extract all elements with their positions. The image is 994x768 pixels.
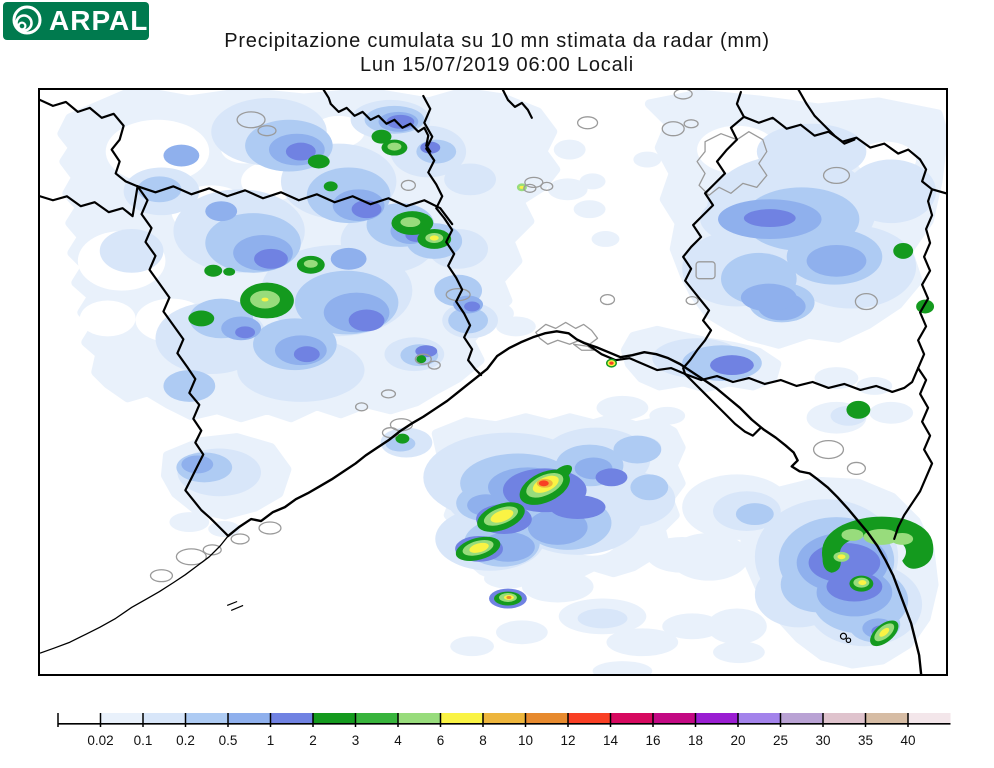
legend-tick-label: 35 xyxy=(858,733,873,748)
legend-segment xyxy=(780,713,823,723)
legend-segment xyxy=(568,713,611,723)
legend-tick-label: 30 xyxy=(815,733,830,748)
arpal-logo-mark-icon xyxy=(12,5,42,35)
legend-tick-label: 14 xyxy=(603,733,619,748)
legend-tick-label: 20 xyxy=(730,733,745,748)
legend-segment xyxy=(908,713,951,723)
legend-segment xyxy=(653,713,696,723)
legend-tick-label: 18 xyxy=(688,733,703,748)
legend-segment xyxy=(865,713,908,723)
legend-tick-label: 2 xyxy=(309,733,317,748)
radar-map xyxy=(40,90,946,674)
color-scale-legend: 0.02 0.1 0.2 0.5 1 2 3 4 6 8 10 12 14 16 18 20 25 30 35 40 xyxy=(50,705,960,760)
legend-segment xyxy=(313,713,356,723)
arpal-logo-text: ARPAL xyxy=(49,5,149,36)
legend-segment xyxy=(398,713,441,723)
legend-segment xyxy=(143,713,186,723)
legend-segment xyxy=(58,713,101,723)
radar-artifact xyxy=(606,358,617,368)
coastline xyxy=(40,330,923,674)
legend-segment xyxy=(355,713,398,723)
map-frame xyxy=(38,88,948,676)
legend-segment xyxy=(610,713,653,723)
legend-segment xyxy=(228,713,271,723)
map-subtitle: Lun 15/07/2019 06:00 Locali xyxy=(359,54,635,76)
legend-segment xyxy=(483,713,526,723)
legend-tick-label: 0.02 xyxy=(87,733,113,748)
legend-tick-label: 4 xyxy=(394,733,402,748)
legend-tick-label: 12 xyxy=(560,733,575,748)
legend-segment xyxy=(100,713,143,723)
legend-tick-label: 1 xyxy=(267,733,275,748)
legend-segment xyxy=(270,713,313,723)
legend-tick-label: 10 xyxy=(518,733,533,748)
legend-tick-label: 0.2 xyxy=(176,733,195,748)
legend-tick-label: 40 xyxy=(900,733,915,748)
urban-outlines xyxy=(149,90,878,583)
map-title: Precipitazione cumulata su 10 mn stimata… xyxy=(224,30,770,52)
legend-segment xyxy=(185,713,228,723)
legend-tick-label: 6 xyxy=(437,733,445,748)
legend-segment xyxy=(525,713,568,723)
region-boundaries xyxy=(40,90,946,541)
legend-tick-label: 0.1 xyxy=(134,733,153,748)
legend-segment xyxy=(738,713,781,723)
map-titles: Precipitazione cumulata su 10 mn stimata… xyxy=(0,29,994,77)
legend-svg: 0.02 0.1 0.2 0.5 1 2 3 4 6 8 10 12 14 16 18 20 25 30 35 40 xyxy=(57,713,951,748)
legend-segment xyxy=(440,713,483,723)
legend-tick-label: 16 xyxy=(645,733,660,748)
legend-tick-label: 25 xyxy=(773,733,788,748)
legend-tick-label: 0.5 xyxy=(219,733,238,748)
precipitation-field xyxy=(57,90,946,674)
legend-tick-label: 3 xyxy=(352,733,360,748)
legend-segment xyxy=(823,713,866,723)
arpal-logo: ARPAL xyxy=(3,2,149,40)
legend-tick-label: 8 xyxy=(479,733,487,748)
legend-segment xyxy=(695,713,738,723)
